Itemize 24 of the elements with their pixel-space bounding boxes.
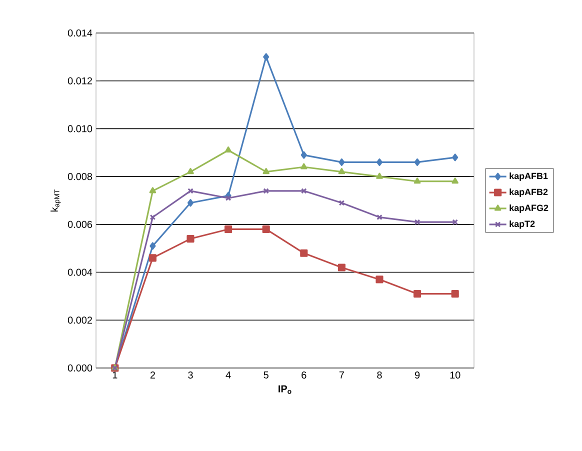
x-tick-label: 9 bbox=[414, 372, 420, 379]
x-tick-label: 10 bbox=[450, 372, 460, 379]
y-axis-title: k$_{apMT}$ bbox=[50, 190, 61, 212]
x-tick-label: 6 bbox=[302, 372, 306, 379]
y-tick-label: 0.012 bbox=[68, 77, 92, 84]
y-tick-label: 0.014 bbox=[68, 29, 92, 37]
x-tick-label: 1 bbox=[112, 372, 118, 378]
x-tick-label: 4 bbox=[226, 372, 231, 378]
y-tick-label: 0.010 bbox=[68, 125, 92, 132]
y-tick-label: 0.006 bbox=[68, 220, 92, 228]
x-tick-label: 8 bbox=[377, 372, 382, 379]
y-tick-label: 0.008 bbox=[68, 173, 92, 180]
x-axis-title: IP$_{o}$ bbox=[278, 385, 292, 394]
y-tick-label: 0.004 bbox=[68, 268, 92, 276]
x-tick-label: 2 bbox=[150, 372, 155, 378]
legend-label: kapAFG2 bbox=[510, 204, 548, 213]
y-tick-label: 0.002 bbox=[68, 316, 92, 324]
y-tick-label: 0.000 bbox=[68, 364, 92, 372]
legend-label: kapT2 bbox=[510, 220, 535, 229]
legend-label: kapAFB1 bbox=[510, 172, 548, 181]
legend-label: kapAFB2 bbox=[510, 188, 548, 197]
x-tick-label: 7 bbox=[339, 372, 344, 378]
x-tick-label: 5 bbox=[264, 372, 268, 378]
x-tick-label: 3 bbox=[188, 372, 193, 379]
